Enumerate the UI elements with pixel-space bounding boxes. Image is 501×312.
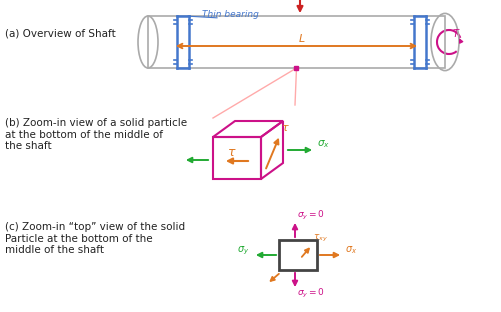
Text: $\sigma_y = 0$: $\sigma_y = 0$ [297, 287, 325, 300]
Text: $\tau$: $\tau$ [281, 123, 290, 133]
Text: (b) Zoom-in view of a solid particle
at the bottom of the middle of
the shaft: (b) Zoom-in view of a solid particle at … [5, 118, 187, 151]
Text: (c) Zoom-in “top” view of the solid
Particle at the bottom of the
middle of the : (c) Zoom-in “top” view of the solid Part… [5, 222, 185, 255]
Text: Thin bearing: Thin bearing [201, 10, 259, 19]
Text: $\sigma_x$: $\sigma_x$ [345, 244, 357, 256]
Text: $\tau$: $\tau$ [227, 146, 236, 159]
Text: (a) Overview of Shaft: (a) Overview of Shaft [5, 28, 116, 38]
Text: $\sigma_y = 0$: $\sigma_y = 0$ [297, 209, 325, 222]
Text: $\tau_{xy}$: $\tau_{xy}$ [313, 232, 328, 243]
Text: T: T [453, 29, 459, 39]
Text: $\sigma_y$: $\sigma_y$ [237, 244, 249, 257]
Text: L: L [299, 34, 305, 44]
Text: $\sigma_x$: $\sigma_x$ [317, 138, 330, 150]
